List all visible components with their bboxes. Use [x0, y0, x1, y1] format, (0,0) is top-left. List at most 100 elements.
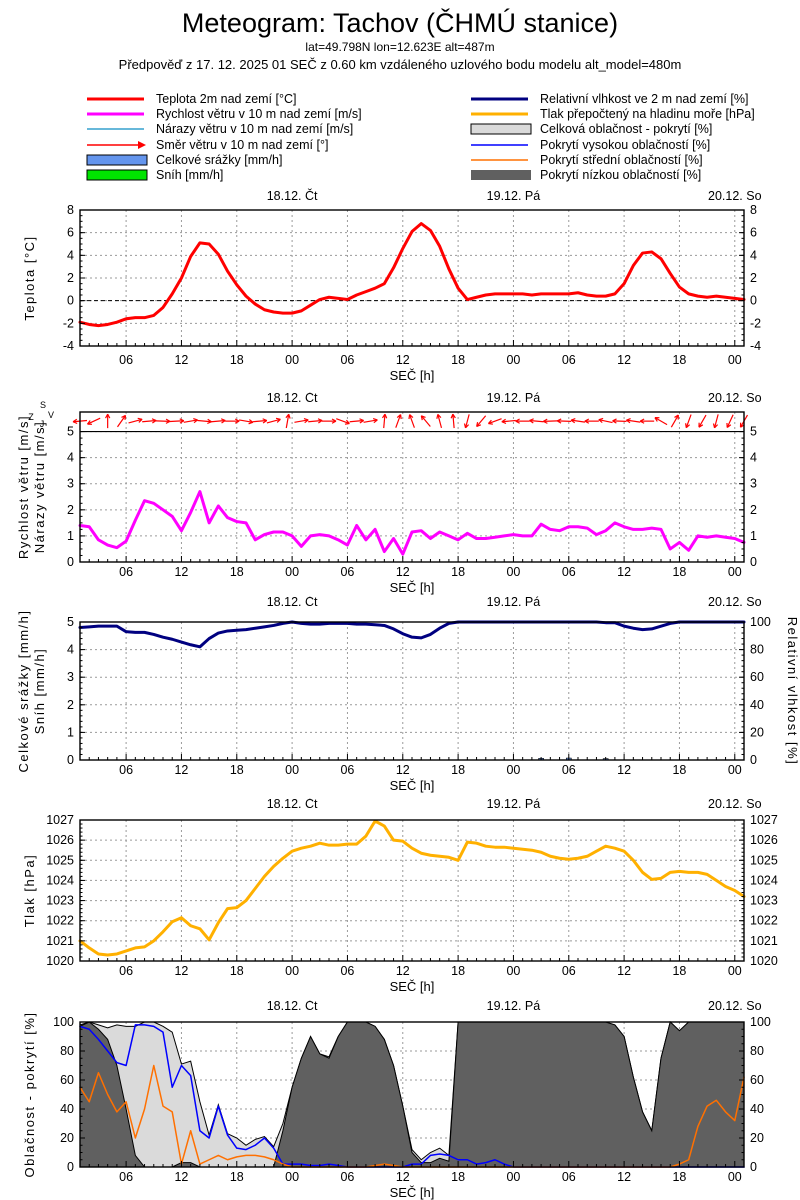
legend-item-right-2: Celková oblačnost - pokrytí [%] — [470, 122, 712, 136]
y2-tick-label: 1020 — [750, 954, 778, 968]
day-label: 19.12. Pá — [487, 392, 541, 405]
y-tick-label: 1 — [67, 529, 74, 543]
x-tick-label: 00 — [506, 353, 520, 367]
wind-direction-arrow-icon — [294, 417, 309, 424]
x-tick-label: 12 — [617, 565, 631, 579]
legend-swatch-line — [471, 143, 528, 146]
y2-tick-label: 100 — [750, 615, 771, 629]
x-tick-label: 18 — [451, 565, 465, 579]
legend-label: Teplota 2m nad zemí [°C] — [156, 91, 297, 106]
y-tick-label: 4 — [67, 248, 74, 262]
wind-direction-arrow-icon — [395, 414, 402, 428]
day-label: 18.12. Čt — [267, 798, 318, 811]
x-tick-label: 00 — [728, 964, 742, 978]
day-label: 19.12. Pá — [487, 798, 541, 811]
legend-item-right-5: Pokrytí nízkou oblačností [%] — [470, 168, 701, 182]
y-axis-title: Rychlost větru [m/s] — [16, 415, 31, 559]
y-tick-label: 5 — [67, 615, 74, 629]
wind-direction-arrow-icon — [155, 418, 171, 424]
x-tick-label: 12 — [617, 964, 631, 978]
wind-direction-arrow-icon — [183, 417, 198, 424]
wind-direction-arrow-icon — [501, 418, 516, 425]
x-tick-label: 06 — [340, 565, 354, 579]
day-label: 18.12. Čt — [267, 596, 318, 609]
wind-direction-arrow-icon — [349, 418, 364, 424]
wind-direction-arrow-icon — [266, 417, 281, 424]
y2-tick-label: 4 — [750, 248, 757, 262]
wind-direction-arrow-icon — [87, 140, 146, 149]
y-axis-title: Oblačnost - pokrytí [%] — [22, 1012, 37, 1178]
x-tick-label: 00 — [285, 353, 299, 367]
wind-direction-arrow-icon — [142, 418, 157, 424]
x-tick-label: 18 — [230, 353, 244, 367]
x-tick-label: 00 — [285, 763, 299, 777]
y-tick-label: -2 — [63, 316, 74, 330]
y2-tick-label: 0 — [750, 753, 757, 767]
legend-swatch-line — [471, 159, 528, 161]
y-tick-label: 2 — [67, 271, 74, 285]
x-tick-label: 18 — [230, 1170, 244, 1184]
y2-tick-label: 100 — [750, 1015, 771, 1029]
legend-label: Celková oblačnost - pokrytí [%] — [540, 122, 713, 137]
y-tick-label: 1024 — [46, 873, 74, 887]
wind-direction-arrow-icon — [87, 417, 101, 425]
wind-direction-arrow-icon — [712, 414, 719, 429]
wind-direction-arrow-icon — [381, 413, 388, 429]
legend-item-left-5: Sníh [mm/h] — [86, 168, 223, 182]
x-tick-label: 12 — [617, 1170, 631, 1184]
x-tick-label: 18 — [672, 1170, 686, 1184]
x-tick-label: 06 — [119, 565, 133, 579]
x-tick-label: 06 — [119, 1170, 133, 1184]
compass-s-label: J — [40, 419, 45, 429]
y2-tick-label: 1026 — [750, 833, 778, 847]
y2-tick-label: 20 — [750, 1131, 764, 1145]
y-tick-label: 20 — [60, 1131, 74, 1145]
y2-tick-label: 0 — [750, 294, 757, 308]
y2-tick-label: 5 — [750, 425, 757, 439]
x-tick-label: 12 — [174, 763, 188, 777]
y2-tick-label: 40 — [750, 698, 764, 712]
x-tick-label: 00 — [285, 1170, 299, 1184]
x-axis-title: SEČ [h] — [390, 1185, 435, 1200]
wind-direction-arrow-icon — [598, 417, 613, 424]
y-tick-label: 2 — [67, 698, 74, 712]
wind-direction-arrow-icon — [420, 415, 431, 427]
y-tick-label: 0 — [67, 555, 74, 569]
legend-label: Celkové srážky [mm/h] — [156, 152, 283, 167]
wind-direction-arrow-icon — [556, 418, 572, 424]
x-axis-title: SEČ [h] — [390, 979, 435, 994]
x-tick-label: 18 — [451, 964, 465, 978]
y-tick-label: 1021 — [46, 934, 74, 948]
legend-swatch-line — [87, 97, 144, 101]
y-axis-title: Celkové srážky [mm/h] — [16, 610, 31, 773]
compass-e-label: V — [48, 410, 54, 420]
wind-direction-arrow-icon — [612, 418, 627, 424]
wind-direction-arrow-icon — [515, 418, 530, 424]
legend-swatch-line — [471, 97, 528, 101]
y2-tick-label: 1024 — [750, 873, 778, 887]
wind-direction-arrow-icon — [450, 413, 456, 429]
x-tick-label: 12 — [174, 353, 188, 367]
wind-direction-arrow-icon — [685, 414, 692, 429]
wind-direction-arrow-icon — [654, 417, 668, 426]
x-tick-label: 06 — [562, 763, 576, 777]
y2-tick-label: 1022 — [750, 914, 778, 928]
wind-direction-arrow-icon — [252, 418, 268, 424]
legend-item-left-1: Rychlost větru v 10 m nad zemí [m/s] — [86, 106, 362, 121]
x-axis-title: SEČ [h] — [390, 778, 435, 793]
day-label: 19.12. Pá — [487, 596, 541, 609]
x-tick-label: 06 — [340, 964, 354, 978]
wind-direction-arrow-icon — [169, 418, 185, 424]
wind-direction-arrow-icon — [336, 418, 350, 425]
x-tick-label: 06 — [562, 565, 576, 579]
y2-axis-title: Relativní vlhkost [%] — [785, 617, 800, 766]
x-tick-label: 00 — [728, 1170, 742, 1184]
y2-tick-label: 80 — [750, 643, 764, 657]
forecast-info: Předpověď z 17. 12. 2025 01 SEČ z 0.60 k… — [118, 57, 682, 72]
day-label: 20.12. So — [708, 1000, 762, 1013]
x-tick-label: 18 — [451, 1170, 465, 1184]
